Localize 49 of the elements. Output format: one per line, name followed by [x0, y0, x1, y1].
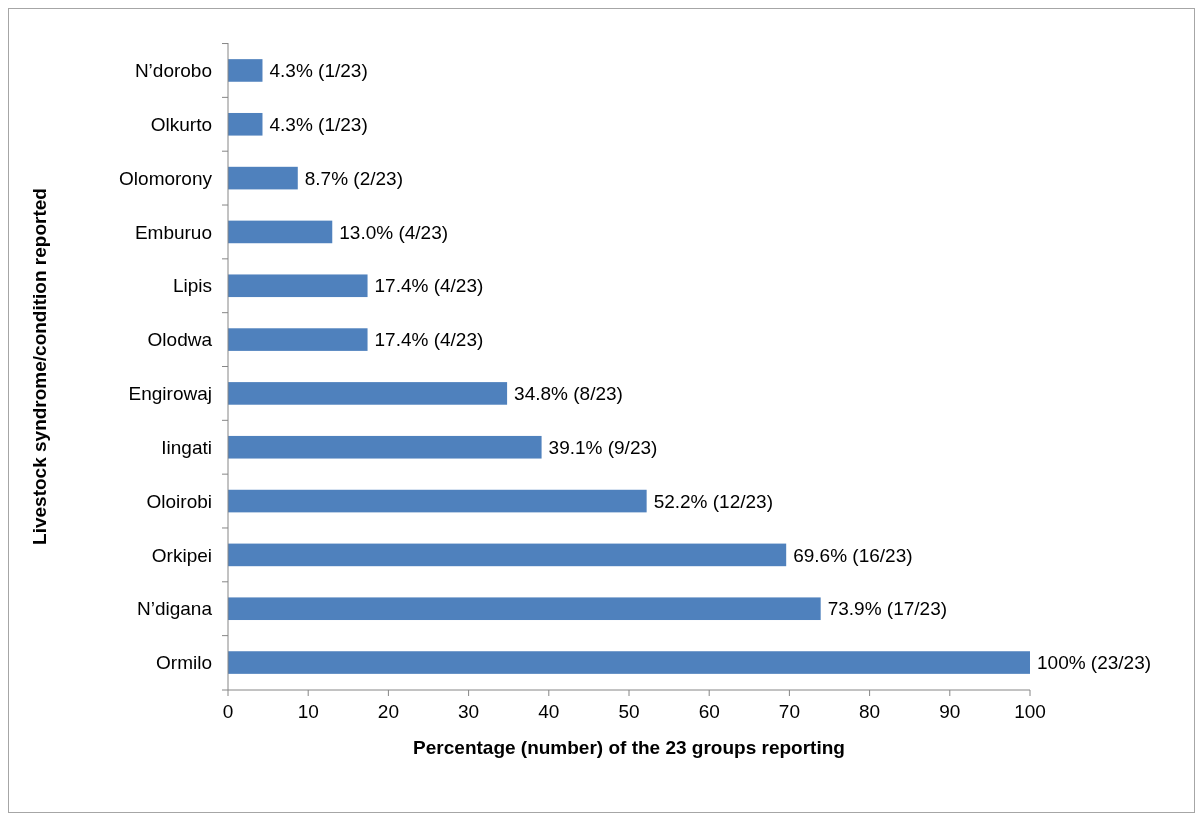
data-label: 4.3% (1/23)	[269, 113, 368, 135]
bar	[228, 597, 821, 621]
x-tick-label: 50	[618, 701, 640, 722]
bar	[228, 112, 263, 136]
data-label: 39.1% (9/23)	[548, 436, 658, 458]
y-tick-label: Lipis	[172, 275, 212, 297]
y-tick-label: Olkurto	[150, 113, 212, 135]
y-tick-label: Ormilo	[156, 652, 212, 674]
x-axis-title: Percentage (number) of the 23 groups reporting	[413, 737, 845, 758]
y-axis-title: Livestock syndrome/condition reported	[29, 188, 50, 545]
data-label: 100% (23/23)	[1037, 652, 1152, 674]
bar	[228, 543, 787, 567]
bar	[228, 274, 368, 298]
x-tick-label: 10	[297, 701, 319, 722]
x-tick-label: 30	[458, 701, 480, 722]
bar	[228, 382, 508, 405]
y-tick-label: Engirowaj	[128, 383, 212, 405]
x-tick-label: 0	[222, 701, 234, 722]
data-label: 4.3% (1/23)	[269, 60, 368, 82]
data-label: 17.4% (4/23)	[374, 275, 484, 297]
y-tick-label: Olodwa	[147, 329, 213, 351]
data-label: 34.8% (8/23)	[514, 383, 623, 405]
data-label: 17.4% (4/23)	[374, 329, 484, 351]
y-tick-label: Orkipei	[151, 544, 212, 566]
x-tick-label: 80	[859, 701, 881, 722]
data-label: 69.6% (16/23)	[793, 544, 913, 566]
bar	[228, 166, 298, 190]
y-tick-label: Emburuo	[134, 221, 212, 243]
data-label: 73.9% (17/23)	[827, 598, 948, 620]
y-tick-label: Iingati	[161, 436, 212, 458]
bar	[228, 435, 542, 459]
bar	[228, 651, 1030, 674]
x-tick-label: 20	[377, 701, 399, 722]
y-tick-label: Oloirobi	[146, 490, 212, 512]
data-label: 8.7% (2/23)	[304, 167, 404, 189]
bar	[228, 489, 647, 513]
x-tick-label: 40	[538, 701, 560, 722]
x-tick-label: 100	[1014, 701, 1046, 722]
x-tick-label: 90	[939, 701, 961, 722]
x-tick-label: 70	[778, 701, 800, 722]
bar	[228, 220, 333, 244]
data-label: 13.0% (4/23)	[339, 221, 449, 243]
y-tick-label: N’digana	[137, 598, 213, 620]
bar	[228, 59, 263, 82]
x-tick-label: 60	[698, 701, 720, 722]
bar	[228, 328, 368, 351]
data-label: 52.2% (12/23)	[653, 490, 773, 512]
y-tick-label: N’dorobo	[134, 60, 212, 82]
y-tick-label: Olomorony	[119, 167, 213, 189]
